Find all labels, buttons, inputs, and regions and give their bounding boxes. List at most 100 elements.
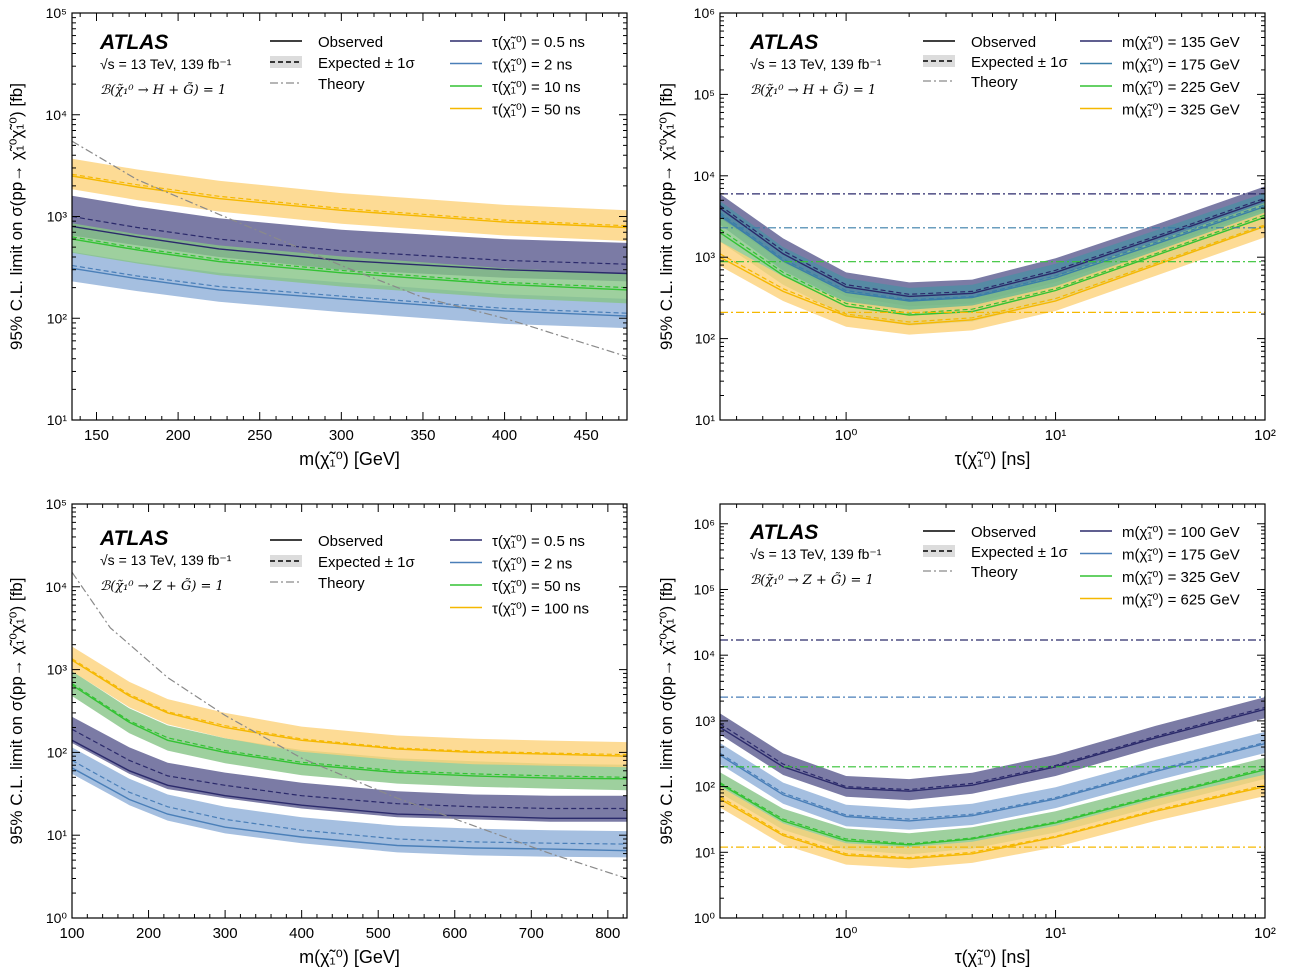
atlas-label: ATLAS	[749, 31, 818, 54]
x-tick-label: 250	[247, 427, 272, 444]
legend-series-label: m(χ̃₁⁰) = 135 GeV	[1122, 34, 1240, 51]
observed-line-1	[72, 225, 627, 275]
y-tick-label: 10¹	[695, 412, 716, 428]
x-tick-label: 10¹	[1045, 427, 1067, 444]
expected-line-3	[720, 767, 1265, 845]
x-tick-label: 400	[289, 925, 314, 942]
x-axis-label: τ(χ̃₁⁰) [ns]	[955, 947, 1031, 967]
x-tick-label: 300	[213, 925, 238, 942]
legend-series-label: m(χ̃₁⁰) = 325 GeV	[1122, 102, 1240, 119]
y-tick-label: 10⁰	[46, 910, 68, 926]
expected-line-1	[720, 706, 1265, 791]
legend-common-label: Theory	[971, 74, 1018, 91]
legend-series-label: τ(χ̃₁⁰) = 50 ns	[492, 102, 581, 119]
y-tick-label: 10²	[47, 310, 68, 326]
y-tick-label: 10³	[695, 249, 716, 265]
legend-common-label: Theory	[318, 575, 365, 592]
x-tick-label: 300	[329, 427, 354, 444]
x-axis-label: m(χ̃₁⁰) [GeV]	[299, 947, 400, 967]
x-tick-label: 700	[519, 925, 544, 942]
observed-line-4	[720, 785, 1265, 860]
chart-panel-bl: 10⁰ 10¹ 10² 10³ 10⁴ 10⁵ 100 200 300 400 500 600 700 8…	[7, 496, 628, 967]
y-tick-label: 10⁶	[694, 516, 715, 532]
observed-line-1	[720, 199, 1265, 298]
x-tick-label: 600	[442, 925, 467, 942]
expected-line-3	[720, 214, 1265, 314]
x-axis-label: τ(χ̃₁⁰) [ns]	[955, 449, 1031, 469]
energy-label: √s = 13 TeV, 139 fb⁻¹	[100, 552, 232, 568]
observed-line-1	[72, 739, 627, 819]
expected-line-1	[72, 728, 627, 810]
y-tick-label: 10⁴	[693, 647, 715, 663]
plot-area	[720, 639, 1265, 869]
x-tick-label: 500	[366, 925, 391, 942]
legend-series-label: τ(χ̃₁⁰) = 100 ns	[492, 601, 589, 618]
legend-common-label: Observed	[971, 34, 1036, 51]
branching-label: ℬ(χ̃₁⁰ → H + G̃) = 1	[100, 82, 226, 98]
observed-line-2	[72, 267, 627, 317]
band-4	[720, 774, 1265, 869]
legend-common: Observed Expected ± 1σ Theory	[923, 34, 1068, 91]
chart-panel-tr: 10¹ 10² 10³ 10⁴ 10⁵ 10⁶ 10⁰ 10¹ 10² τ(χ̃₁⁰) [ns] 9…	[657, 5, 1276, 469]
energy-label: √s = 13 TeV, 139 fb⁻¹	[750, 56, 882, 72]
plot-area	[72, 140, 627, 358]
x-tick-label: 150	[84, 427, 109, 444]
legend-common-label: Expected ± 1σ	[971, 54, 1068, 71]
x-tick-label: 10⁰	[835, 925, 858, 942]
x-tick-label: 800	[595, 925, 620, 942]
legend-series-label: m(χ̃₁⁰) = 175 GeV	[1122, 57, 1240, 74]
band-1	[720, 186, 1265, 307]
y-tick-label: 10¹	[47, 827, 68, 843]
legend-series-label: τ(χ̃₁⁰) = 2 ns	[492, 57, 572, 74]
observed-line-2	[720, 743, 1265, 822]
y-tick-label: 10²	[695, 331, 716, 347]
y-tick-label: 10⁰	[694, 910, 716, 926]
y-axis-label: 95% C.L. limit on σ(pp→ χ̃₁⁰χ̃₁⁰) [fb]	[657, 578, 676, 845]
expected-line-4	[720, 224, 1265, 323]
expected-line-4	[720, 784, 1265, 859]
legend-common-label: Theory	[318, 76, 365, 93]
plot-area	[72, 571, 627, 880]
band-2	[720, 193, 1265, 312]
expected-line-2	[720, 204, 1265, 301]
x-tick-label: 10¹	[1045, 925, 1067, 942]
plot-area	[720, 186, 1265, 335]
expected-line-3	[72, 682, 627, 778]
y-axis-label: 95% C.L. limit on σ(pp→ χ̃₁⁰χ̃₁⁰) [fb]	[657, 83, 676, 350]
atlas-label: ATLAS	[749, 521, 818, 544]
legend-common-label: Theory	[971, 564, 1018, 581]
chart-panel-br: 10⁰ 10¹ 10² 10³ 10⁴ 10⁵ 10⁶ 10⁰ 10¹ 10² τ(χ̃₁⁰) [n…	[657, 503, 1276, 967]
legend-series-label: τ(χ̃₁⁰) = 50 ns	[492, 578, 581, 595]
observed-line-4	[72, 175, 627, 229]
legend-common: Observed Expected ± 1σ Theory	[270, 533, 415, 592]
legend-common: Observed Expected ± 1σ Theory	[923, 524, 1068, 581]
theory-line	[72, 571, 627, 880]
x-tick-label: 10⁰	[835, 427, 858, 444]
legend-common-label: Expected ± 1σ	[318, 554, 415, 571]
plot-frame	[71, 503, 628, 919]
legend-series-label: τ(χ̃₁⁰) = 0.5 ns	[492, 533, 585, 550]
x-tick-label: 450	[574, 427, 599, 444]
legend-common-label: Observed	[971, 524, 1036, 541]
y-tick-label: 10¹	[47, 412, 68, 428]
expected-line-4	[72, 173, 627, 227]
y-tick-label: 10³	[47, 662, 68, 678]
theory-line	[72, 140, 627, 358]
band-2	[72, 747, 627, 858]
expected-line-2	[72, 759, 627, 845]
expected-line-3	[72, 236, 627, 289]
observed-line-3	[72, 238, 627, 291]
chart-panel-tl: 10¹ 10² 10³ 10⁴ 10⁵ 150 200 250 300 350 400 450 m(χ̃…	[7, 5, 628, 469]
legend-series-label: m(χ̃₁⁰) = 175 GeV	[1122, 547, 1240, 564]
y-tick-label: 10⁵	[46, 496, 67, 512]
observed-line-4	[720, 225, 1265, 326]
expected-line-1	[72, 215, 627, 265]
energy-label: √s = 13 TeV, 139 fb⁻¹	[100, 56, 232, 72]
x-tick-label: 100	[59, 925, 84, 942]
legend-common-label: Observed	[318, 34, 383, 51]
y-tick-label: 10⁵	[694, 581, 715, 597]
legend-series-label: m(χ̃₁⁰) = 625 GeV	[1122, 592, 1240, 609]
expected-line-2	[720, 741, 1265, 820]
energy-label: √s = 13 TeV, 139 fb⁻¹	[750, 546, 882, 562]
